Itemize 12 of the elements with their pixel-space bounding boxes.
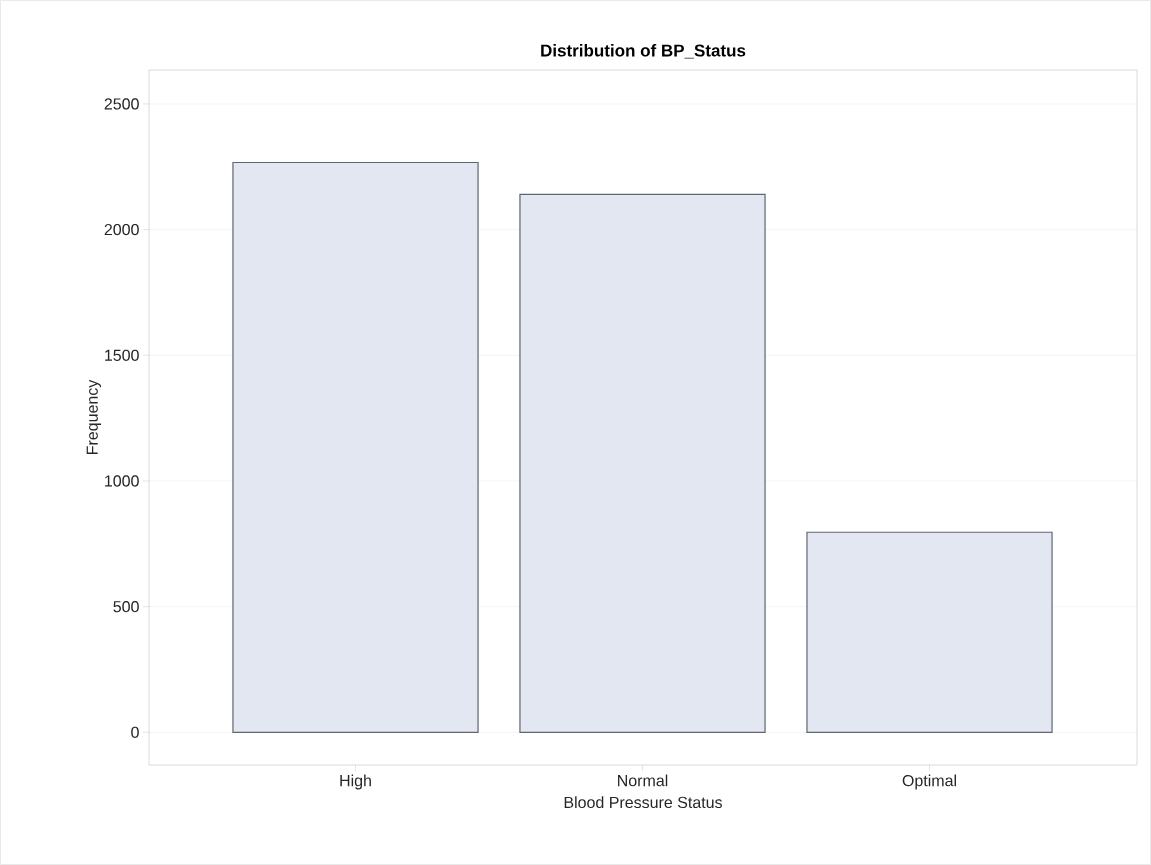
y-axis-title: Frequency: [86, 379, 102, 454]
y-tick-label: 500: [113, 600, 139, 613]
x-axis-title: Blood Pressure Status: [564, 796, 722, 809]
x-tick-label: Normal: [618, 774, 668, 787]
y-tick-label: 2000: [104, 223, 139, 236]
x-tick-label: High: [340, 774, 371, 790]
y-tick-label: 1500: [105, 349, 139, 361]
chart-title: Distribution of BP_Status: [541, 44, 746, 59]
y-tick-label: 2500: [104, 98, 139, 110]
x-tick-label: Optimal: [902, 774, 956, 790]
y-tick-label: 1000: [105, 475, 139, 487]
y-tick-label: 0: [131, 726, 139, 738]
